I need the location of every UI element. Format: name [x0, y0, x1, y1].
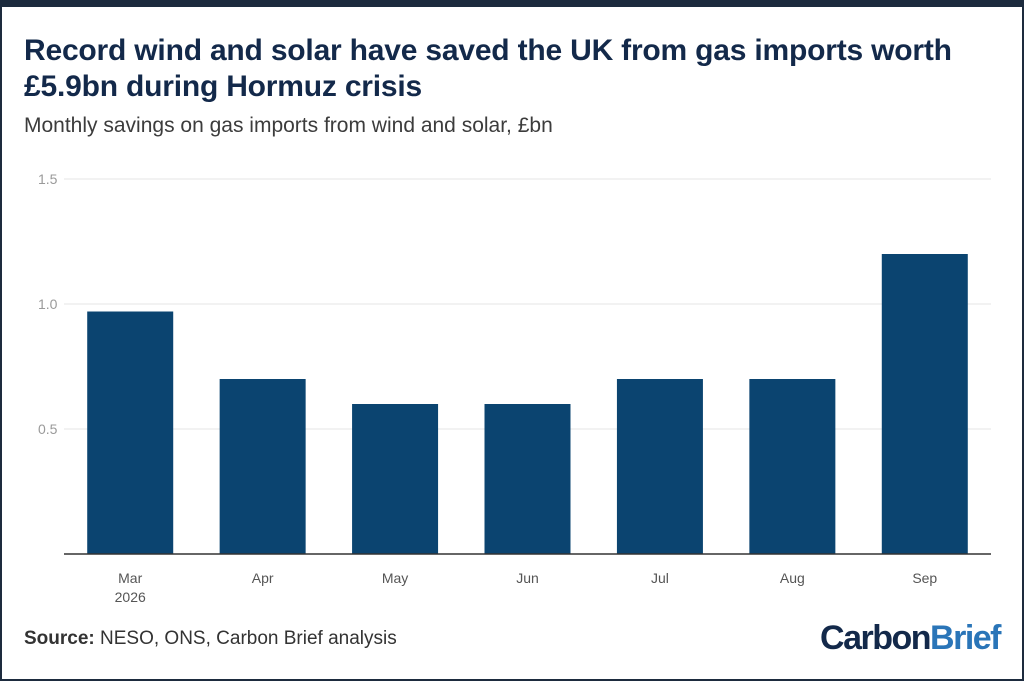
- logo-brief: Brief: [930, 619, 1001, 657]
- x-tick-label: Jul: [651, 570, 669, 586]
- bar-may: [352, 404, 439, 554]
- bar-mar: [87, 311, 174, 554]
- x-tick-label: Sep: [912, 570, 937, 586]
- bar-jun: [484, 404, 571, 554]
- x-axis-ticks: Mar 2026 Apr May Jun Jul Aug Sep: [115, 570, 938, 605]
- y-tick-label: 1.5: [38, 171, 58, 187]
- logo-carbon: Carbon: [820, 619, 932, 657]
- bar-jul: [616, 379, 703, 554]
- x-tick-sublabel: 2026: [115, 589, 146, 605]
- x-tick-label: Mar: [118, 570, 142, 586]
- x-tick-label: Apr: [252, 570, 274, 586]
- y-tick-label: 1.0: [38, 296, 58, 312]
- bar-apr: [219, 379, 306, 554]
- x-tick-label: Jun: [516, 570, 539, 586]
- y-axis-ticks: 0.5 1.0 1.5: [38, 171, 58, 437]
- bar-sep: [881, 254, 968, 554]
- chart-title: Record wind and solar have saved the UK …: [24, 34, 952, 103]
- x-tick-label: May: [382, 570, 408, 586]
- source-text: NESO, ONS, Carbon Brief analysis: [94, 628, 397, 649]
- y-tick-label: 0.5: [38, 421, 58, 437]
- chart-subtitle: Monthly savings on gas imports from wind…: [24, 114, 553, 137]
- bars: [87, 254, 968, 554]
- source-label: Source:: [24, 628, 95, 649]
- source-note: Source: NESO, ONS, Carbon Brief analysis: [24, 628, 397, 650]
- x-tick-label: Aug: [780, 570, 805, 586]
- bar-aug: [749, 379, 836, 554]
- carbon-brief-logo: CarbonBrief: [820, 618, 1001, 658]
- gridlines: [64, 178, 991, 430]
